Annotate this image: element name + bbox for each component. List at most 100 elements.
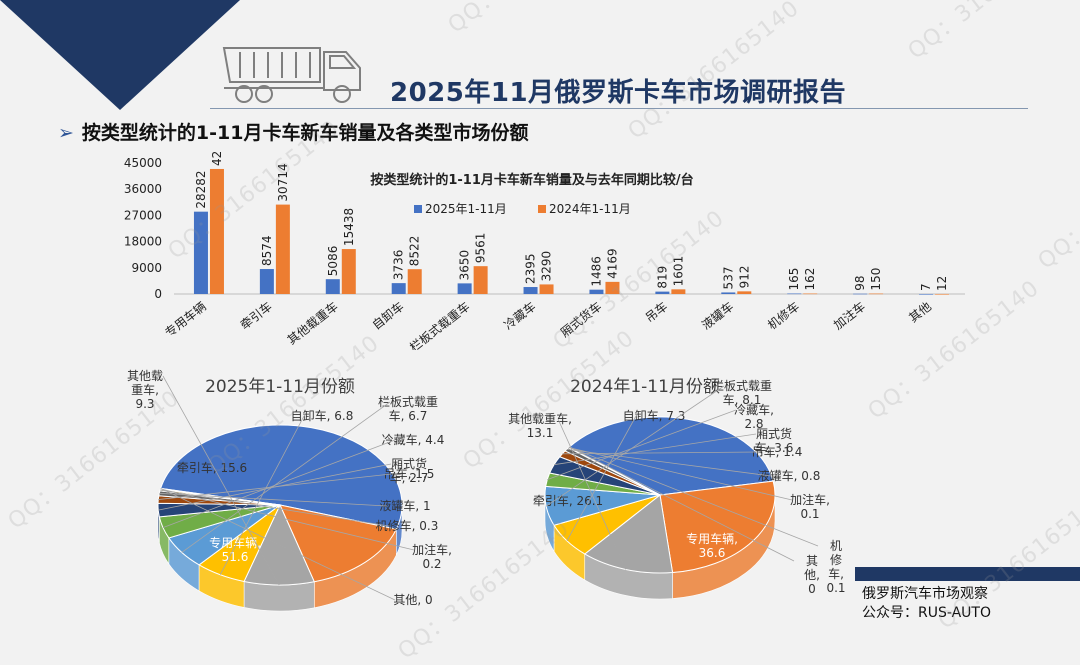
bar	[589, 289, 604, 294]
bar-value-label: 98	[853, 275, 867, 290]
bar	[407, 269, 422, 294]
watermark-text: QQ：3166165140	[440, 0, 625, 39]
footer-line-2: 公众号：RUS-AUTO	[862, 605, 992, 621]
pie-data-label: 液罐车, 1	[379, 498, 430, 513]
pie-leader-line	[160, 488, 415, 551]
bar-value-label: 28282	[194, 170, 208, 208]
pie-leader-line	[545, 385, 725, 507]
pie-title: 2025年1-11月份额	[205, 377, 355, 397]
pie-data-label: 自卸车, 6.8	[291, 408, 354, 423]
bar	[539, 284, 554, 294]
bar-value-label: 12	[935, 276, 949, 291]
x-tick-label: 冷藏车	[501, 299, 539, 333]
bar-value-label: 8574	[260, 235, 274, 266]
pie-leader-line	[219, 415, 305, 575]
pie-leader-line	[181, 401, 391, 553]
y-tick-label: 0	[154, 287, 162, 301]
x-tick-label: 专用车辆	[162, 299, 209, 340]
pie-leader-line	[160, 488, 396, 601]
y-tick-label: 27000	[124, 208, 162, 222]
pie-data-label: 牵引车, 26.1	[533, 493, 603, 508]
x-tick-label: 栏板式载重车	[406, 299, 472, 350]
x-tick-label: 其他	[906, 299, 934, 325]
pie-data-label: 其他载重车, 9.3	[127, 369, 163, 411]
pie-slice	[659, 480, 776, 574]
pie-data-label: 加注车, 0.2	[412, 542, 452, 571]
bar	[605, 281, 620, 294]
bar	[935, 293, 950, 295]
bar	[341, 249, 356, 294]
y-tick-label: 18000	[124, 235, 162, 249]
legend-swatch	[538, 205, 546, 213]
pie-slice	[279, 504, 398, 583]
pie-data-label: 栏板式载重车, 8.1	[712, 378, 772, 407]
pie-leader-line	[568, 447, 793, 501]
pie-data-label: 加注车, 0.1	[790, 492, 830, 521]
pie-data-label: 冷藏车, 4.4	[382, 432, 445, 447]
pie-data-label: 专用车辆, 36.6	[686, 531, 738, 560]
legend-swatch	[414, 205, 422, 213]
pie-leader-line	[159, 492, 388, 507]
x-tick-label: 厢式货车	[557, 299, 604, 340]
pie-data-label: 栏板式载重车, 6.7	[378, 394, 438, 423]
bar	[391, 283, 406, 294]
bar	[209, 168, 224, 294]
bar	[787, 293, 802, 295]
bar-value-label: 4169	[605, 248, 619, 279]
bar	[721, 292, 736, 294]
bar	[275, 204, 290, 294]
pie-data-label: 其他, 0	[393, 593, 432, 607]
bar-value-label: 912	[737, 265, 751, 288]
x-tick-label: 加注车	[830, 299, 868, 333]
x-tick-label: 吊车	[642, 299, 670, 326]
pie-leader-line	[547, 409, 737, 481]
pie-leader-line	[553, 433, 757, 466]
x-tick-label: 牵引车	[237, 299, 275, 333]
x-tick-label: 机修车	[764, 299, 802, 333]
bar-value-label: 537	[721, 267, 735, 290]
bar-value-label: 1601	[671, 256, 685, 287]
bar-value-label: 2395	[524, 253, 538, 284]
bar-value-label: 3650	[458, 250, 472, 281]
title-divider	[210, 108, 1028, 109]
pie-leader-line	[160, 489, 390, 527]
bar-value-label: 30714	[276, 163, 290, 201]
bar-value-label: 7	[919, 283, 933, 291]
y-tick-label: 45000	[124, 156, 162, 170]
dump-truck-icon	[222, 47, 361, 103]
bar	[853, 293, 868, 295]
y-tick-label: 9000	[131, 261, 162, 275]
footer-band	[855, 567, 1080, 581]
pie-data-label: 专用车辆, 51.6	[209, 535, 261, 564]
bar-value-label: 3290	[540, 251, 554, 282]
bar	[473, 266, 488, 294]
watermark-text: QQ：3166165140	[900, 0, 1080, 65]
pie-leader-line	[557, 418, 627, 570]
bar	[869, 293, 884, 295]
bar-value-label: 819	[655, 266, 669, 289]
page-title: 2025年11月俄罗斯卡车市场调研报告	[390, 78, 847, 108]
y-tick-label: 36000	[124, 182, 162, 196]
bar	[523, 287, 538, 294]
bar-value-label: 42948	[210, 150, 224, 166]
pie-data-label: 机修车, 0.3	[376, 518, 439, 533]
pie-leader-line	[566, 448, 772, 477]
bar-value-label: 165	[787, 268, 801, 291]
bar-value-label: 1486	[589, 256, 603, 287]
pie-leader-line	[569, 446, 819, 547]
bar	[671, 289, 686, 294]
bar-value-label: 5086	[326, 246, 340, 277]
bar	[919, 293, 934, 295]
pie-data-label: 机修车, 0.1	[826, 539, 845, 595]
bar	[457, 283, 472, 294]
pie-data-label: 吊车, 1.4	[752, 444, 803, 459]
bar-chart: 0 9000 18000 27000 36000 45000 按类型统计的1-11月卡车新车…	[124, 150, 965, 350]
bar	[259, 269, 274, 294]
bar	[325, 279, 340, 294]
pie-title: 2024年1-11月份额	[570, 377, 720, 397]
bar	[655, 291, 670, 294]
pie-data-label: 冷藏车, 2.8	[734, 402, 774, 431]
section-title-text: 按类型统计的1-11月卡车新车销量及各类型市场份额	[81, 122, 529, 144]
bar-value-label: 15438	[342, 208, 356, 246]
